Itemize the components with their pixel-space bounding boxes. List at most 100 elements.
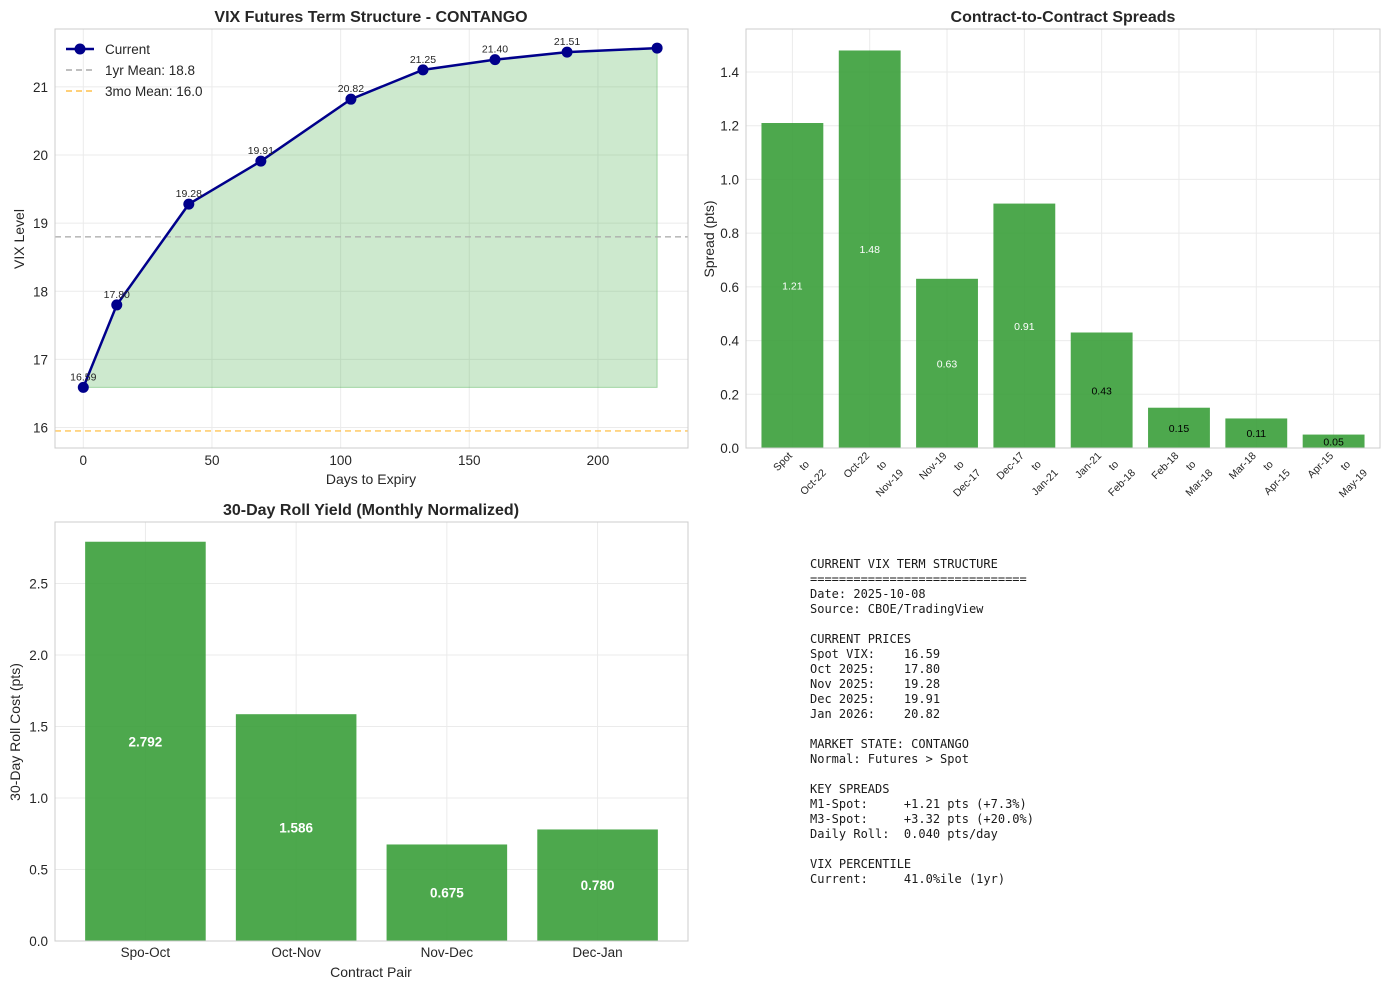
- spread-category-line: to: [952, 458, 967, 473]
- spread-bar-label: 1.48: [859, 244, 880, 256]
- spread-category-line: to: [1106, 458, 1121, 473]
- summary-line: Nov 2025: 19.28: [810, 677, 941, 691]
- term-structure-ytick-label: 17: [33, 352, 48, 367]
- roll-yield-ytick-label: 0.5: [29, 862, 48, 877]
- spreads-frame: [745, 28, 1381, 449]
- summary-line: [810, 722, 1034, 737]
- spread-category-line: Feb-18: [1106, 467, 1138, 499]
- spread-bar: [993, 203, 1056, 448]
- term-structure-xtick-label: 0: [80, 453, 88, 468]
- term-structure-ytick-label: 21: [33, 80, 48, 95]
- spread-category-line: to: [1184, 458, 1199, 473]
- term-structure-point-label: 19.28: [176, 188, 202, 200]
- spread-bar: [916, 278, 978, 448]
- summary-text-panel: CURRENT VIX TERM STRUCTURE ==============…: [810, 557, 1034, 887]
- spreads-ytick-label: 0.0: [720, 441, 739, 456]
- roll-yield-bar-label: 0.675: [430, 886, 464, 901]
- summary-line: CURRENT PRICES: [810, 632, 912, 646]
- term-structure-ytick-label: 16: [33, 421, 48, 436]
- term-structure-point: [77, 381, 89, 393]
- spread-category-line: Nov-19: [917, 450, 950, 483]
- roll-yield-category-label: Nov-Dec: [421, 945, 474, 960]
- legend-reference-label: 1yr Mean: 18.8: [105, 63, 195, 78]
- spread-category-line: Oct-22: [841, 450, 872, 481]
- roll-yield-category-label: Oct-Nov: [271, 945, 321, 960]
- term-structure-point-label: 21.51: [554, 36, 580, 48]
- spread-bar-label: 0.05: [1323, 436, 1344, 448]
- summary-line: M1-Spot: +1.21 pts (+7.3%): [810, 797, 1027, 811]
- spread-category-line: Dec-17: [994, 450, 1027, 483]
- term-structure-ytick-label: 19: [33, 216, 48, 231]
- roll-yield-category-label: Dec-Jan: [572, 945, 622, 960]
- spread-bar: [1225, 418, 1288, 448]
- spread-category-line: Jan-21: [1073, 450, 1104, 481]
- term-structure-legend: Current 1yr Mean: 18.8 3mo Mean: 16.0: [66, 42, 203, 99]
- roll-yield-ylabel: 30-Day Roll Cost (pts): [7, 663, 23, 801]
- term-structure-title: VIX Futures Term Structure - CONTANGO: [214, 9, 527, 26]
- summary-line: Date: 2025-10-08: [810, 587, 926, 601]
- roll-yield-category-label: Spo-Oct: [121, 945, 171, 960]
- roll-yield-ytick-label: 1.0: [29, 791, 48, 806]
- summary-line: Oct 2025: 17.80: [810, 662, 941, 676]
- summary-line: VIX PERCENTILE: [810, 857, 912, 871]
- summary-line: [810, 767, 1034, 782]
- term-structure-frame: [54, 28, 689, 449]
- spreads-ytick-label: 0.4: [720, 334, 739, 349]
- spreads-ylabel: Spread (pts): [701, 200, 717, 277]
- term-structure-xtick-label: 200: [587, 453, 610, 468]
- term-structure-point: [255, 155, 267, 167]
- spread-category-line: Spot: [771, 450, 795, 474]
- spreads-ytick-label: 1.2: [720, 119, 739, 134]
- roll-yield-panel: 30-Day Roll Yield (Monthly Normalized) 2…: [7, 502, 689, 980]
- spread-bar: [1070, 332, 1133, 448]
- term-structure-point: [489, 54, 501, 66]
- term-structure-xtick-label: 100: [329, 453, 352, 468]
- summary-line: Dec 2025: 19.91: [810, 692, 941, 706]
- roll-yield-bar-label: 1.586: [279, 821, 313, 836]
- spreads-ytick-label: 0.6: [720, 280, 739, 295]
- spread-category-line: Mar-18: [1183, 467, 1215, 499]
- spread-category-line: Dec-17: [951, 467, 984, 500]
- term-structure-point: [417, 64, 429, 76]
- term-structure-point-label: 21.25: [410, 54, 436, 66]
- summary-line: CURRENT VIX TERM STRUCTURE: [810, 557, 998, 571]
- roll-yield-ytick-label: 2.0: [29, 648, 48, 663]
- spread-bar-label: 0.15: [1169, 423, 1190, 435]
- roll-yield-xlabel: Contract Pair: [330, 964, 412, 980]
- summary-line: Normal: Futures > Spot: [810, 752, 969, 766]
- roll-yield-ytick-label: 2.5: [29, 576, 48, 591]
- summary-line: Jan 2026: 20.82: [810, 707, 941, 721]
- spread-category-line: to: [1261, 458, 1276, 473]
- legend-reference-label: 3mo Mean: 16.0: [105, 84, 203, 99]
- summary-line: Daily Roll: 0.040 pts/day: [810, 827, 998, 841]
- spread-category-line: to: [1029, 458, 1044, 473]
- spread-bar-label: 0.11: [1246, 428, 1266, 440]
- term-structure-point: [183, 198, 195, 210]
- summary-line: ==============================: [810, 572, 1027, 586]
- spread-category-line: to: [1338, 458, 1353, 473]
- roll-yield-bar-label: 2.792: [129, 734, 163, 749]
- spreads-ytick-label: 0.8: [720, 226, 739, 241]
- term-structure-point-label: 17.80: [104, 289, 130, 301]
- term-structure-point-label: 20.82: [338, 83, 364, 95]
- roll-yield-ytick-label: 1.5: [29, 719, 48, 734]
- spread-bar-label: 0.63: [937, 358, 958, 370]
- term-structure-panel: VIX Futures Term Structure - CONTANGO 16…: [11, 9, 689, 487]
- spread-category-line: Mar-18: [1227, 450, 1259, 482]
- term-structure-point-label: 16.59: [70, 371, 96, 383]
- term-structure-ylabel: VIX Level: [11, 209, 27, 269]
- spreads-ytick-label: 1.0: [720, 172, 739, 187]
- term-structure-point: [345, 93, 357, 105]
- summary-line: Spot VIX: 16.59: [810, 647, 941, 661]
- spread-category-line: Feb-18: [1149, 450, 1181, 482]
- spreads-panel: Contract-to-Contract Spreads 1.21 1.48 0.6…: [701, 9, 1381, 500]
- roll-yield-title: 30-Day Roll Yield (Monthly Normalized): [223, 502, 519, 519]
- term-structure-xtick-label: 50: [204, 453, 219, 468]
